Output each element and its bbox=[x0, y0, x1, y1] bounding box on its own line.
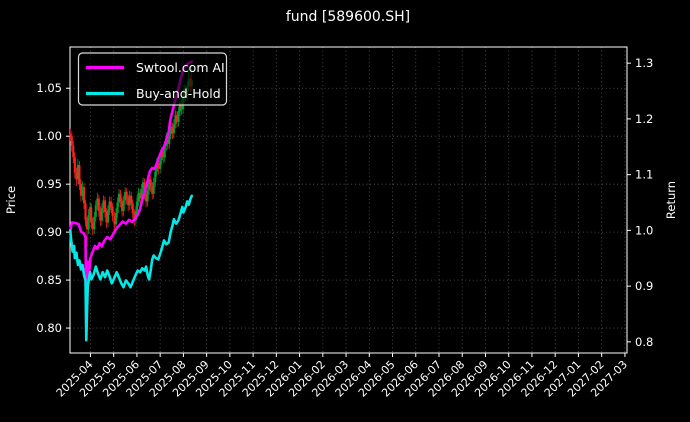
y-tick-label-left: 1.00 bbox=[36, 129, 62, 143]
legend-label-swtool-ai: Swtool.com AI bbox=[136, 60, 225, 75]
y-tick-label-right: 0.8 bbox=[635, 335, 653, 349]
price-axis-label: Price bbox=[4, 186, 18, 214]
legend: Swtool.com AI Buy-and-Hold bbox=[77, 52, 228, 106]
series-line-swtool-com-ai bbox=[69, 60, 194, 331]
y-tick-label-right: 1.2 bbox=[635, 112, 653, 126]
plot-area: 2025-042025-052025-062025-072025-082025-… bbox=[36, 46, 653, 400]
y-tick-label-right: 1.3 bbox=[635, 56, 653, 70]
series-line-buy-and-hold bbox=[69, 194, 194, 342]
y-tick-label-left: 0.80 bbox=[36, 321, 62, 335]
y-tick-label-left: 0.85 bbox=[36, 273, 62, 287]
return-axis-label: Return bbox=[664, 181, 678, 219]
y-tick-label-right: 1.0 bbox=[635, 223, 653, 237]
legend-label-buy-and-hold: Buy-and-Hold bbox=[136, 86, 221, 101]
y-tick-label-left: 1.05 bbox=[36, 81, 62, 95]
chart-title: fund [589600.SH] bbox=[286, 9, 410, 25]
plot-border bbox=[69, 46, 628, 354]
y-tick-label-right: 1.1 bbox=[635, 168, 653, 182]
y-tick-label-right: 0.9 bbox=[635, 279, 653, 293]
y-tick-label-left: 0.90 bbox=[36, 225, 62, 239]
y-tick-label-left: 0.95 bbox=[36, 177, 62, 191]
